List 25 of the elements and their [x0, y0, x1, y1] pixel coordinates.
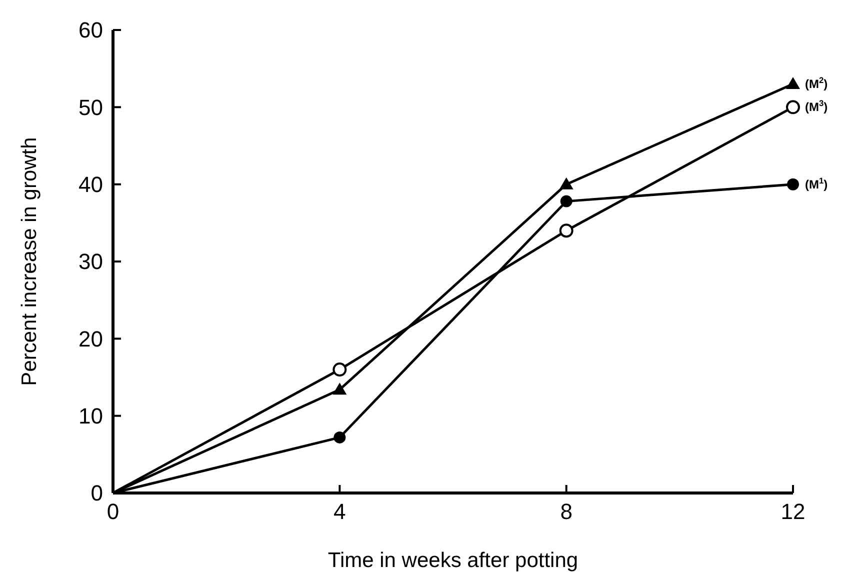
- point: [332, 362, 347, 377]
- point: [787, 178, 799, 190]
- point: [334, 431, 346, 444]
- point: [560, 195, 572, 208]
- y-tick-label: 10: [78, 404, 103, 429]
- y-tick-label: 60: [78, 18, 103, 43]
- point: [786, 100, 800, 114]
- y-axis-title: Percent increase in growth: [18, 137, 41, 386]
- point: [559, 177, 574, 190]
- series-label: (M$^{1}$): [805, 175, 828, 192]
- x-tick-label: 8: [560, 499, 572, 524]
- point: [786, 77, 800, 90]
- series-label: (M$^{3}$): [805, 98, 828, 114]
- y-tick-label: 20: [78, 326, 103, 352]
- point: [332, 382, 347, 395]
- x-tick-label: 4: [334, 499, 346, 524]
- series-label: (M$^{2}$): [805, 75, 828, 92]
- y-tick-label: 40: [78, 172, 103, 198]
- x-axis-title: Time in weeks after potting: [328, 549, 578, 572]
- y-tick-label: 30: [78, 249, 103, 274]
- y-tick-label: 0: [90, 480, 103, 506]
- point: [559, 224, 574, 238]
- y-tick-label: 50: [78, 94, 103, 120]
- x-tick-label: 0: [106, 499, 120, 524]
- x-tick-label: 12: [780, 499, 806, 524]
